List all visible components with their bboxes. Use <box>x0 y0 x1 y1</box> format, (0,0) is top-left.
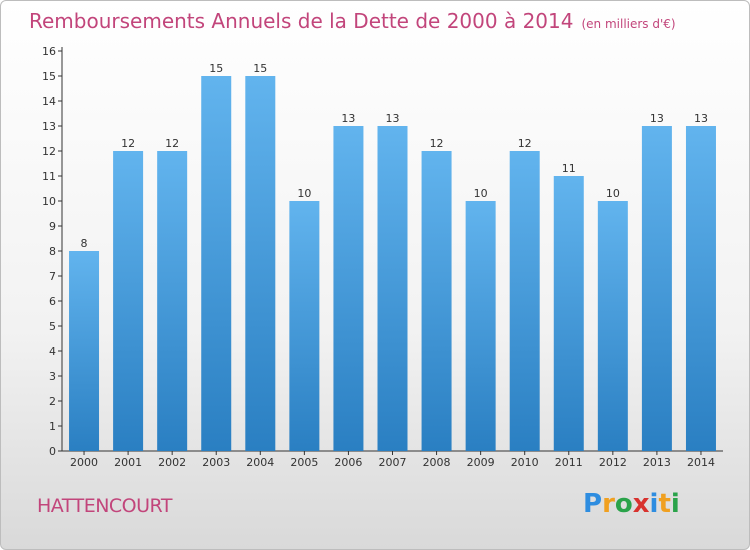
y-tick-label: 16 <box>42 45 56 58</box>
x-tick-label: 2009 <box>467 456 495 469</box>
chart-title: Remboursements Annuels de la Dette de 20… <box>29 9 676 33</box>
bar-2003 <box>201 76 232 451</box>
y-tick-label: 9 <box>49 220 56 233</box>
x-tick-label: 2003 <box>202 456 230 469</box>
value-label-2014: 13 <box>694 112 708 125</box>
y-tick-label: 10 <box>42 195 56 208</box>
x-tick-label: 2008 <box>423 456 451 469</box>
y-tick-label: 3 <box>49 370 56 383</box>
logo-letter: r <box>602 489 615 519</box>
town-name: HATTENCOURT <box>37 495 172 517</box>
x-tick-label: 2001 <box>114 456 142 469</box>
value-label-2004: 15 <box>253 62 267 75</box>
logo-letter: x <box>632 489 650 519</box>
value-label-2000: 8 <box>81 237 88 250</box>
bar-2014 <box>685 126 716 451</box>
proxiti-logo[interactable]: Proxiti <box>583 489 680 519</box>
y-tick-label: 8 <box>49 245 56 258</box>
bar-2010 <box>509 151 540 451</box>
y-tick-label: 14 <box>42 95 56 108</box>
x-tick-label: 2002 <box>158 456 186 469</box>
value-label-2011: 11 <box>562 162 576 175</box>
y-tick-label: 7 <box>49 270 56 283</box>
y-tick-label: 4 <box>49 345 56 358</box>
y-tick-label: 6 <box>49 295 56 308</box>
logo-letter: t <box>658 489 671 519</box>
y-tick-label: 1 <box>49 420 56 433</box>
value-label-2008: 12 <box>430 137 444 150</box>
value-label-2002: 12 <box>165 137 179 150</box>
bar-2004 <box>245 76 276 451</box>
logo-letter: P <box>583 489 603 519</box>
bar-2011 <box>553 176 584 451</box>
title-text: Remboursements Annuels de la Dette de 20… <box>29 9 574 33</box>
bar-2000 <box>69 251 100 451</box>
data-labels: 8 12 12 15 15 10 13 13 12 10 12 11 10 13 13 <box>81 62 708 250</box>
x-tick-label: 2000 <box>70 456 98 469</box>
bar-2009 <box>465 201 496 451</box>
x-tick-label: 2011 <box>555 456 583 469</box>
value-label-2013: 13 <box>650 112 664 125</box>
logo-letter: o <box>614 489 633 519</box>
logo-letter: i <box>649 489 659 519</box>
bar-2007 <box>377 126 408 451</box>
chart-subtitle: (en milliers d'€) <box>581 17 676 31</box>
y-tick-label: 15 <box>42 70 56 83</box>
y-tick-label: 2 <box>49 395 56 408</box>
x-tick-label: 2012 <box>599 456 627 469</box>
value-label-2007: 13 <box>386 112 400 125</box>
x-tick-label: 2014 <box>687 456 715 469</box>
bar-2012 <box>597 201 628 451</box>
y-tick-label: 5 <box>49 320 56 333</box>
y-tick-label: 12 <box>42 145 56 158</box>
y-tick-label: 11 <box>42 170 56 183</box>
y-tick-label: 0 <box>49 445 56 458</box>
value-label-2005: 10 <box>297 187 311 200</box>
bar-series <box>69 76 716 451</box>
y-tick-label: 13 <box>42 120 56 133</box>
value-label-2001: 12 <box>121 137 135 150</box>
bar-2001 <box>113 151 144 451</box>
value-label-2010: 12 <box>518 137 532 150</box>
bar-2013 <box>641 126 672 451</box>
logo-letter: i <box>670 489 680 519</box>
x-tick-label: 2007 <box>379 456 407 469</box>
bar-2006 <box>333 126 364 451</box>
value-label-2009: 10 <box>474 187 488 200</box>
value-label-2006: 13 <box>341 112 355 125</box>
x-tick-label: 2005 <box>290 456 318 469</box>
bar-2002 <box>157 151 188 451</box>
bar-2008 <box>421 151 452 451</box>
bar-2005 <box>289 201 320 451</box>
value-label-2003: 15 <box>209 62 223 75</box>
x-tick-label: 2006 <box>334 456 362 469</box>
value-label-2012: 10 <box>606 187 620 200</box>
x-tick-label: 2004 <box>246 456 274 469</box>
x-tick-label: 2013 <box>643 456 671 469</box>
x-tick-label: 2010 <box>511 456 539 469</box>
